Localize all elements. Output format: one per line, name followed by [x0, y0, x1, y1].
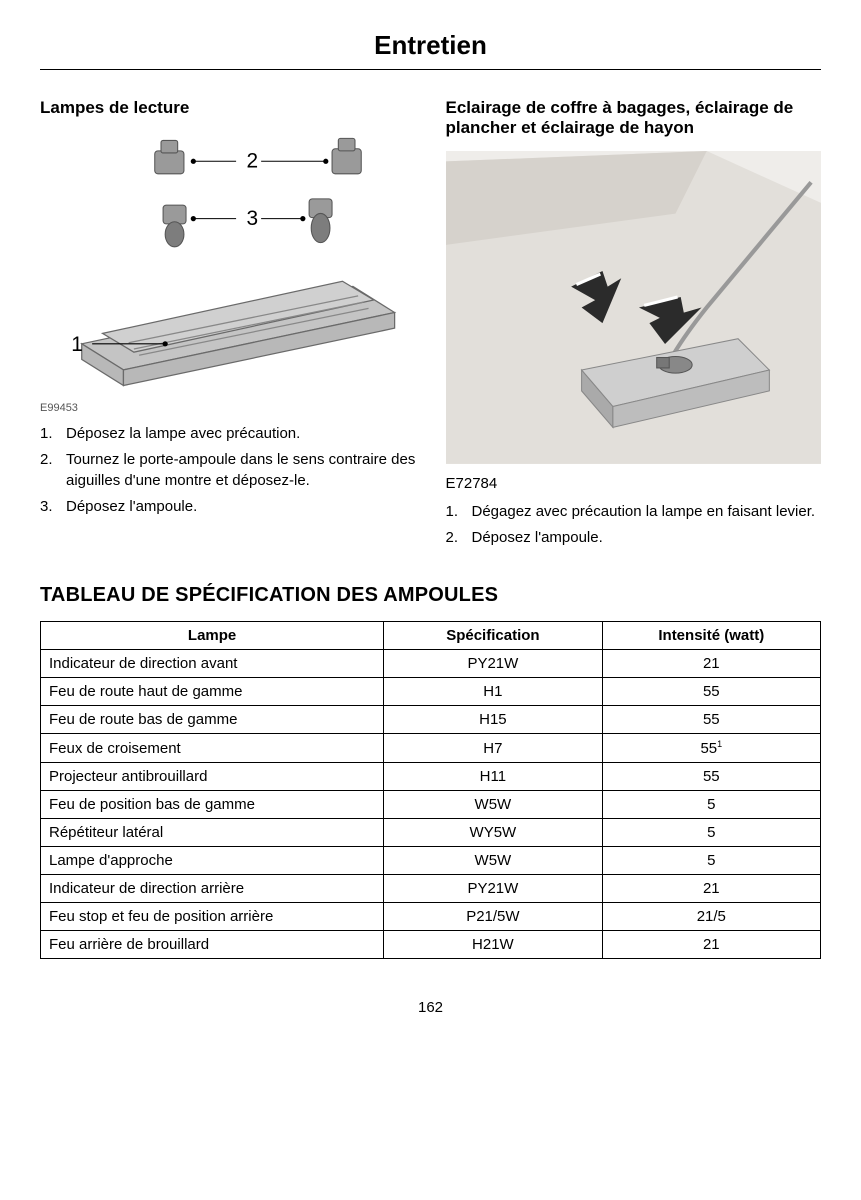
col-header-spec: Spécification [384, 622, 602, 650]
table-row: Feu de route haut de gammeH155 [41, 678, 821, 706]
right-column: Eclairage de coffre à bagages, éclairage… [446, 98, 822, 554]
right-heading: Eclairage de coffre à bagages, éclairage… [446, 98, 822, 139]
cell-watt: 55 [602, 678, 820, 706]
table-row: Feu stop et feu de position arrièreP21/5… [41, 903, 821, 931]
table-title: TABLEAU DE SPÉCIFICATION DES AMPOULES [40, 584, 821, 607]
left-heading: Lampes de lecture [40, 98, 416, 118]
cell-spec: P21/5W [384, 903, 602, 931]
table-row: Feu de route bas de gammeH1555 [41, 706, 821, 734]
cell-lampe: Feux de croisement [41, 734, 384, 763]
page-number: 162 [40, 999, 821, 1016]
cell-lampe: Feu stop et feu de position arrière [41, 903, 384, 931]
cell-lampe: Feu de route bas de gamme [41, 706, 384, 734]
cell-spec: PY21W [384, 875, 602, 903]
right-steps-list: Dégagez avec précaution la lampe en fais… [446, 502, 822, 549]
table-row: Feu arrière de brouillardH21W21 [41, 931, 821, 959]
cell-watt: 21/5 [602, 903, 820, 931]
two-column-layout: Lampes de lecture [40, 98, 821, 554]
left-steps-list: Déposez la lampe avec précaution. Tourne… [40, 424, 416, 517]
bulb-spec-table: Lampe Spécification Intensité (watt) Ind… [40, 621, 821, 959]
cell-lampe: Projecteur antibrouillard [41, 763, 384, 791]
callout-2: 2 [247, 150, 259, 173]
cell-lampe: Feu de route haut de gamme [41, 678, 384, 706]
table-row: Lampe d'approcheW5W5 [41, 847, 821, 875]
cell-watt: 55 [602, 763, 820, 791]
luggage-lamp-diagram [446, 151, 822, 464]
cell-watt: 21 [602, 931, 820, 959]
table-row: Feu de position bas de gammeW5W5 [41, 791, 821, 819]
cell-spec: H15 [384, 706, 602, 734]
callout-3: 3 [247, 207, 259, 230]
cell-watt: 21 [602, 650, 820, 678]
reading-lamp-diagram: 2 3 1 [40, 130, 416, 391]
cell-watt: 551 [602, 734, 820, 763]
table-row: Indicateur de direction arrièrePY21W21 [41, 875, 821, 903]
footnote-marker: 1 [717, 739, 722, 749]
cell-spec: W5W [384, 847, 602, 875]
cell-lampe: Feu arrière de brouillard [41, 931, 384, 959]
left-column: Lampes de lecture [40, 98, 416, 554]
cell-spec: H1 [384, 678, 602, 706]
table-body: Indicateur de direction avantPY21W21Feu … [41, 650, 821, 959]
cell-watt: 5 [602, 819, 820, 847]
page-title: Entretien [40, 30, 821, 70]
cell-watt: 5 [602, 847, 820, 875]
cell-watt: 55 [602, 706, 820, 734]
cell-spec: H21W [384, 931, 602, 959]
right-diagram-ref: E72784 [446, 475, 822, 492]
cell-spec: W5W [384, 791, 602, 819]
col-header-lampe: Lampe [41, 622, 384, 650]
list-item: Dégagez avec précaution la lampe en fais… [446, 502, 822, 522]
cell-watt: 21 [602, 875, 820, 903]
callout-1: 1 [71, 334, 83, 357]
cell-watt: 5 [602, 791, 820, 819]
cell-lampe: Indicateur de direction avant [41, 650, 384, 678]
cell-lampe: Feu de position bas de gamme [41, 791, 384, 819]
cell-spec: WY5W [384, 819, 602, 847]
cell-spec: PY21W [384, 650, 602, 678]
table-row: Projecteur antibrouillardH1155 [41, 763, 821, 791]
cell-spec: H7 [384, 734, 602, 763]
table-row: Feux de croisementH7551 [41, 734, 821, 763]
cell-lampe: Lampe d'approche [41, 847, 384, 875]
list-item: Tournez le porte-ampoule dans le sens co… [40, 450, 416, 491]
cell-lampe: Indicateur de direction arrière [41, 875, 384, 903]
table-header-row: Lampe Spécification Intensité (watt) [41, 622, 821, 650]
col-header-watt: Intensité (watt) [602, 622, 820, 650]
list-item: Déposez l'ampoule. [40, 497, 416, 517]
cell-spec: H11 [384, 763, 602, 791]
left-diagram-ref: E99453 [40, 402, 416, 414]
table-row: Indicateur de direction avantPY21W21 [41, 650, 821, 678]
cell-lampe: Répétiteur latéral [41, 819, 384, 847]
list-item: Déposez l'ampoule. [446, 528, 822, 548]
table-row: Répétiteur latéralWY5W5 [41, 819, 821, 847]
list-item: Déposez la lampe avec précaution. [40, 424, 416, 444]
